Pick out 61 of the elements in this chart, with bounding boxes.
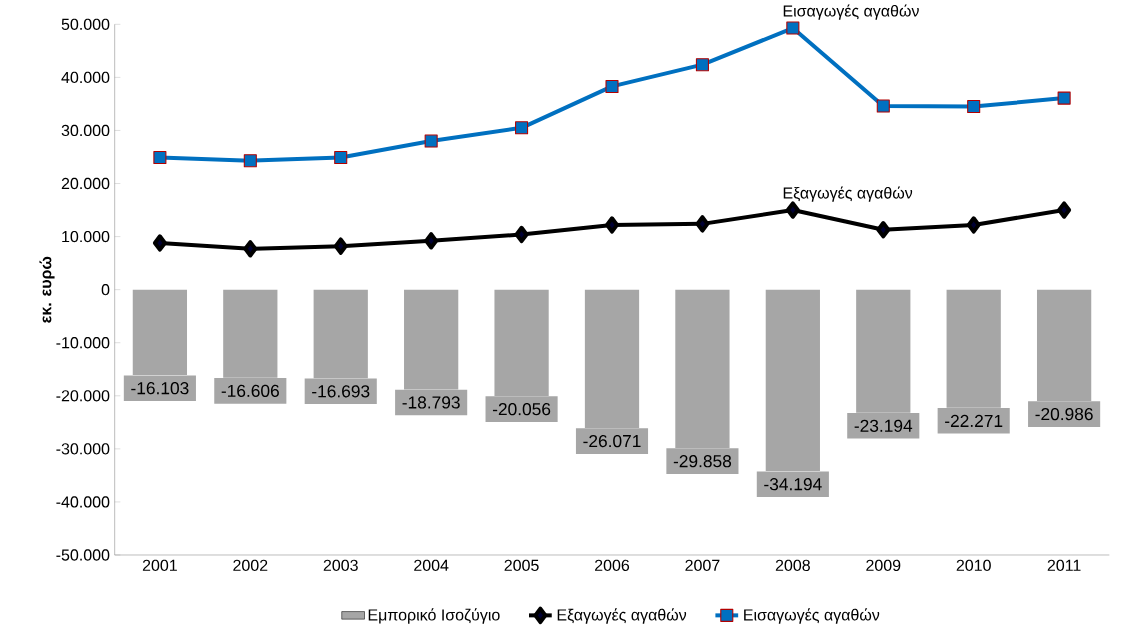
- data-label: -16.606: [221, 384, 279, 397]
- point: [1057, 91, 1071, 105]
- x-tick-label: 2005: [504, 559, 539, 572]
- data-label: -16.103: [131, 382, 189, 395]
- annotation: Εισαγωγές αγαθών: [783, 4, 919, 20]
- x-tick-label: 2002: [233, 559, 268, 572]
- x-tick-label: 2003: [323, 559, 358, 572]
- data-label: -20.986: [1035, 407, 1093, 421]
- x-tick-label: 2008: [775, 559, 810, 572]
- x-tick-label: 2006: [595, 559, 630, 572]
- y-tick-label: 10.000: [62, 230, 110, 243]
- y-tick-label: -30.000: [56, 443, 110, 455]
- y-tick-label: 40.000: [61, 71, 110, 84]
- point: [334, 150, 348, 165]
- y-tick-label: 50.000: [61, 18, 110, 30]
- x-tick-label: 2001: [142, 559, 177, 572]
- x-tick-label: 2007: [685, 559, 720, 572]
- y-tick-label: -20.000: [56, 390, 110, 402]
- point: [424, 134, 438, 148]
- y-tick-label: 20.000: [61, 177, 110, 190]
- point: [876, 99, 890, 113]
- point: [514, 225, 529, 244]
- data-label: -22.271: [945, 414, 1003, 427]
- point: [152, 234, 167, 252]
- point: [785, 201, 800, 219]
- x-tick-label: 2011: [1047, 559, 1081, 572]
- x-tick-label: 2009: [866, 559, 901, 572]
- data-label: -18.793: [402, 396, 460, 409]
- legend-label: Εισαγωγές αγαθών: [744, 608, 880, 624]
- point: [695, 215, 710, 233]
- data-label: -26.071: [583, 434, 641, 448]
- x-tick-label: 2004: [414, 559, 449, 572]
- point: [243, 240, 258, 258]
- point: [966, 216, 981, 234]
- data-label: -29.858: [673, 455, 732, 468]
- point: [605, 79, 619, 93]
- annotation: Εξαγωγές αγαθών: [783, 186, 913, 202]
- data-label: -34.194: [764, 478, 822, 491]
- y-tick-label: 30.000: [61, 124, 110, 137]
- y-tick-label: 0: [101, 284, 110, 296]
- y-tick-label: -50.000: [56, 549, 110, 561]
- point: [967, 100, 981, 114]
- y-axis-title: εκ. ευρώ: [39, 256, 55, 323]
- point: [605, 216, 619, 234]
- legend-label: Εξαγωγές αγαθών: [557, 608, 687, 624]
- point: [876, 221, 891, 239]
- data-label: -23.194: [854, 419, 913, 432]
- point: [243, 154, 257, 168]
- point: [1057, 201, 1072, 219]
- point: [695, 58, 709, 72]
- data-label: -16.693: [312, 385, 370, 398]
- legend-label: Εμπορικό Ισοζύγιο: [368, 608, 500, 624]
- data-label: -20.056: [492, 403, 551, 416]
- point: [786, 21, 800, 35]
- y-tick-label: -40.000: [56, 496, 110, 508]
- point: [333, 237, 348, 255]
- y-tick-label: -10.000: [56, 337, 110, 349]
- point: [515, 121, 529, 135]
- point: [424, 232, 439, 250]
- x-tick-label: 2010: [956, 559, 991, 572]
- point: [153, 150, 167, 165]
